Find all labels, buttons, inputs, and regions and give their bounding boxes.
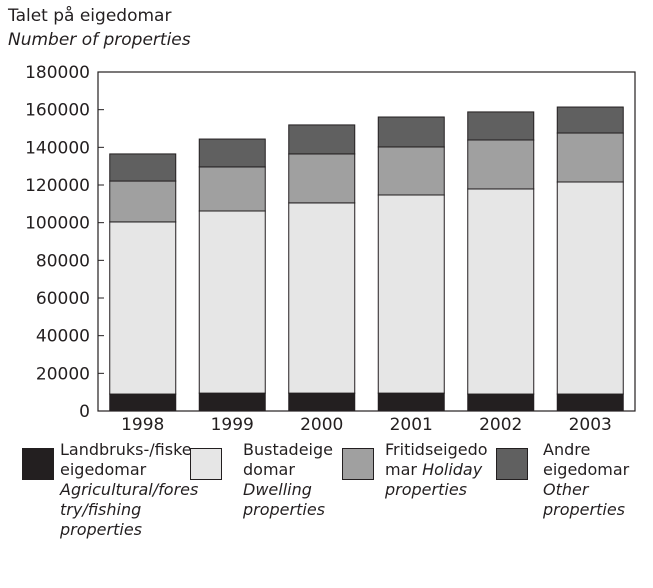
plot-frame	[97, 71, 636, 412]
bar-segment	[377, 194, 445, 394]
y-tick-label: 180000	[25, 63, 90, 83]
y-tick-label: 40000	[36, 327, 90, 347]
chart: 0 20000 40000 60000 80000 100000 120000 140000 1…	[25, 63, 636, 430]
x-tick-label: 2000	[300, 415, 343, 430]
bar-segment	[198, 392, 266, 412]
x-tick-label: 2003	[569, 415, 612, 430]
bar-segment	[198, 138, 266, 168]
bar-segment	[556, 132, 624, 183]
y-tick-label: 60000	[36, 289, 90, 309]
y-tick-label: 0	[79, 402, 90, 422]
legend-name: Landbruks-/fiskeeigedomar	[60, 440, 192, 479]
y-tick-label: 80000	[36, 251, 90, 271]
legend-name: Fritidseigedomar	[385, 440, 488, 479]
bar-segment	[467, 139, 535, 190]
bar-segment	[377, 146, 445, 196]
bar-segment	[109, 221, 177, 395]
x-tick-label: 1998	[121, 415, 164, 430]
bar-segment	[467, 188, 535, 395]
x-tick-label: 2001	[390, 415, 433, 430]
bar-segment	[556, 181, 624, 395]
legend-swatch	[496, 448, 528, 480]
chart-subtitle: Number of properties	[8, 30, 191, 50]
chart-title: Talet på eigedomar	[8, 6, 172, 26]
bar-segment	[556, 106, 624, 134]
bar-segment	[288, 392, 356, 412]
bar-segment	[109, 180, 177, 223]
bar-segment	[377, 116, 445, 148]
y-tick-label: 160000	[25, 101, 90, 121]
legend-label: Fritidseigedomar Holiday properties	[385, 440, 490, 500]
bar-segment	[288, 124, 356, 155]
legend-swatch	[342, 448, 374, 480]
legend-label: Landbruks-/fiskeeigedomar Agricultural/f…	[60, 440, 200, 540]
legend-name-en: Other properties	[543, 480, 625, 519]
legend-label: Bustadeigedomar Dwelling properties	[243, 440, 338, 520]
legend-name: Bustadeigedomar	[243, 440, 333, 479]
bar-segment	[556, 393, 624, 412]
legend-name-en: Dwelling properties	[243, 480, 325, 519]
y-tick-label: 100000	[25, 214, 90, 234]
legend-name: Andre eigedomar	[543, 440, 630, 479]
bar-segment	[198, 166, 266, 212]
bar-segment	[198, 210, 266, 394]
bar-segment	[288, 153, 356, 204]
legend-swatch	[190, 448, 222, 480]
x-tick-label: 2002	[479, 415, 522, 430]
y-tick-label: 20000	[36, 364, 90, 384]
legend-name-en: Agricultural/forestry/fishing properties	[60, 480, 199, 539]
y-tick-label: 120000	[25, 176, 90, 196]
legend-swatch	[22, 448, 54, 480]
x-tick-label: 1999	[211, 415, 254, 430]
legend-name-en: Holiday properties	[385, 460, 483, 499]
bar-segment	[467, 111, 535, 141]
bar-segment	[109, 393, 177, 412]
legend-label: Andre eigedomar Other properties	[543, 440, 643, 520]
bar-segment	[109, 153, 177, 182]
y-tick-label: 140000	[25, 138, 90, 158]
bar-segment	[288, 202, 356, 394]
bar-segment	[467, 393, 535, 412]
bar-segment	[377, 392, 445, 412]
